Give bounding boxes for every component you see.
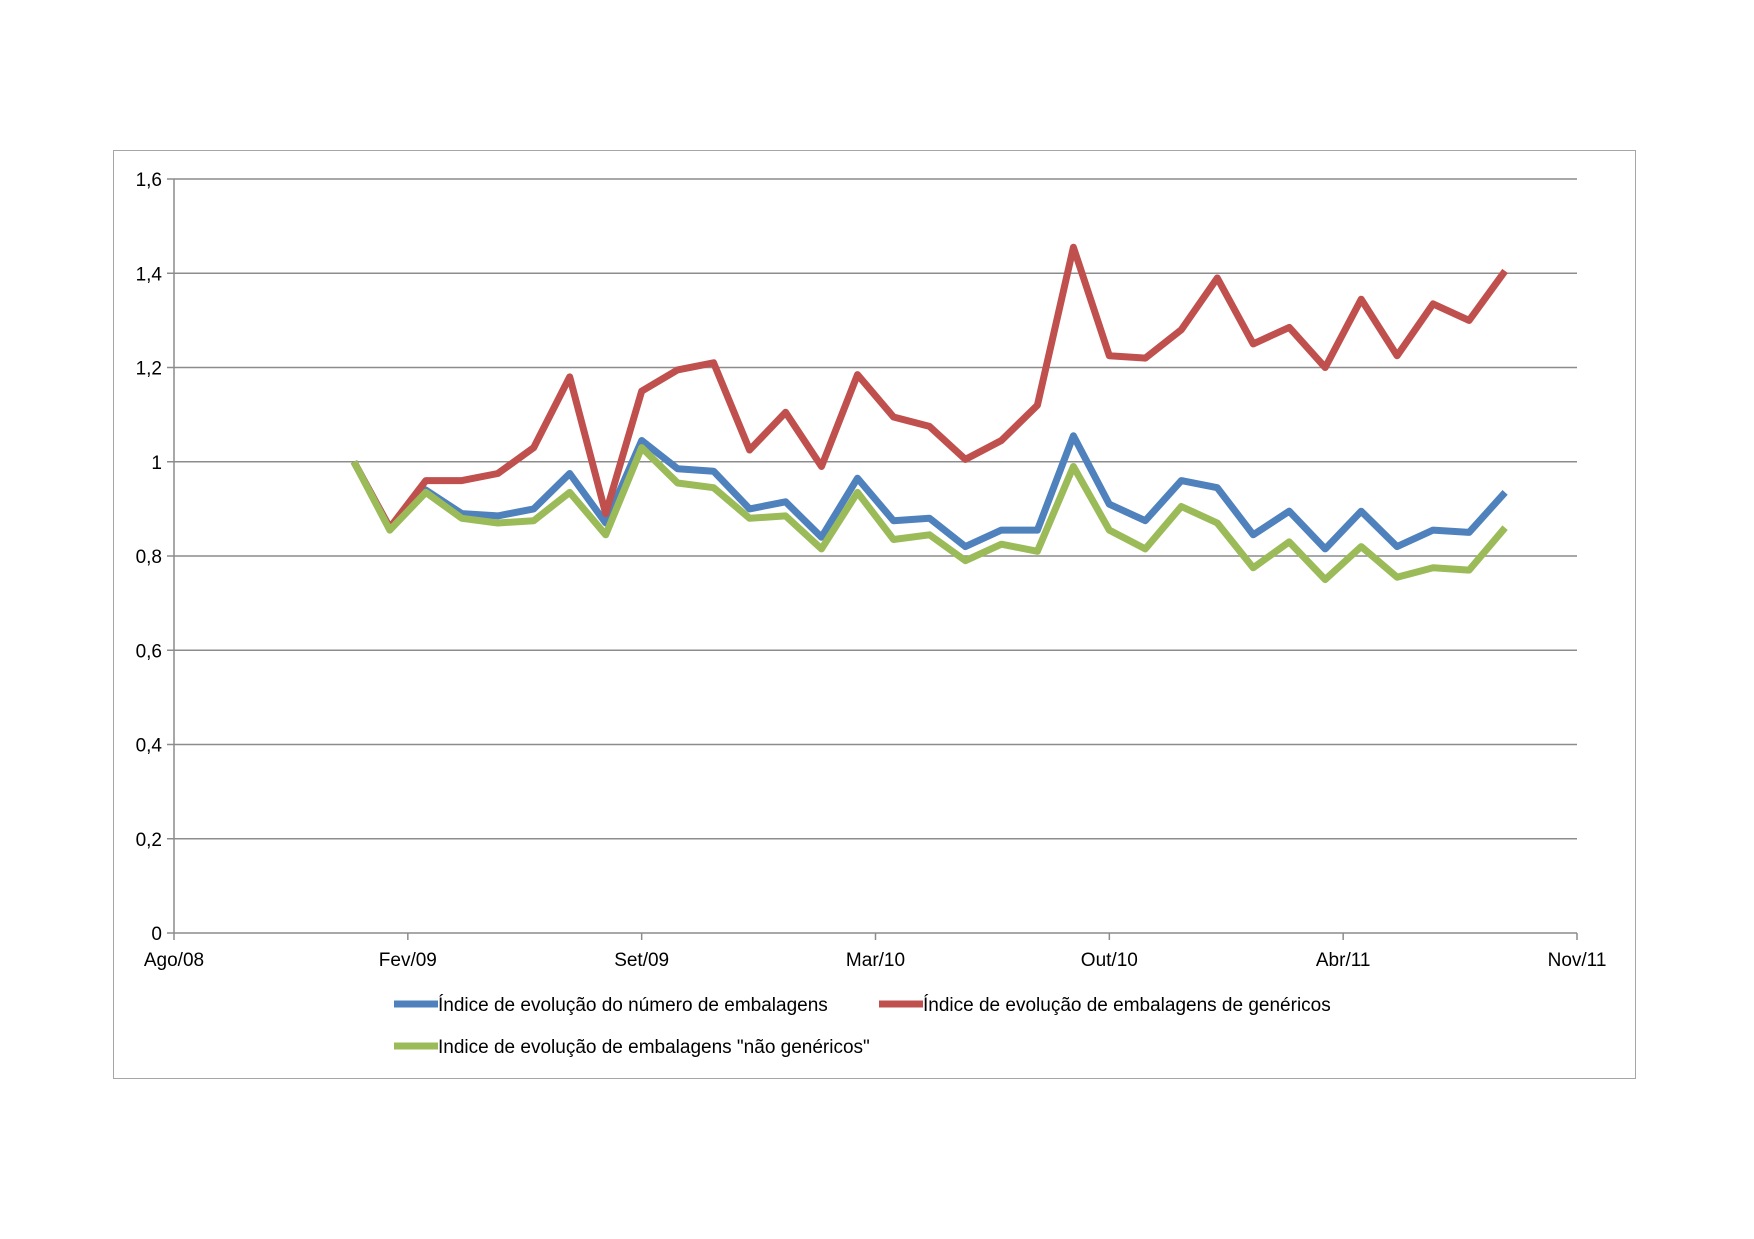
y-tick-label: 0,6 [136, 641, 162, 662]
legend-label-1: Índice de evolução do número de embalage… [438, 995, 828, 1016]
legend-label-3: Indice de evolução de embalagens "não ge… [438, 1037, 870, 1058]
series-line-2 [350, 243, 1508, 532]
y-tick-label: 1,6 [136, 170, 162, 191]
y-tick-label: 0 [151, 924, 162, 945]
x-tick-label: Nov/11 [1548, 950, 1607, 971]
x-tick-label: Fev/09 [379, 950, 437, 971]
series-line-3 [350, 444, 1508, 584]
x-tick-label: Out/10 [1081, 950, 1138, 971]
x-tick-label: Set/09 [614, 950, 669, 971]
line-chart: 0 0,2 0,4 0,6 0,8 1 1,2 1,4 1,6 Ago/08 Fev/09 Set/0… [136, 170, 1607, 1058]
x-tick-label: Mar/10 [846, 950, 905, 971]
chart-area: 0 0,2 0,4 0,6 0,8 1 1,2 1,4 1,6 Ago/08 Fev/09 Set/0… [113, 150, 1636, 1079]
y-tick-label: 1 [151, 453, 162, 474]
y-tick-label: 0,8 [136, 547, 162, 568]
y-tick-label: 1,4 [136, 264, 163, 285]
series-line-1 [350, 432, 1508, 553]
x-tick-label: Abr/11 [1316, 950, 1371, 971]
legend-label-2: Índice de evolução de embalagens de gené… [923, 995, 1331, 1016]
y-tick-label: 0,2 [136, 830, 162, 851]
y-tick-label: 0,4 [136, 736, 163, 757]
y-tick-label: 1,2 [136, 359, 162, 380]
x-tick-label: Ago/08 [144, 950, 204, 971]
